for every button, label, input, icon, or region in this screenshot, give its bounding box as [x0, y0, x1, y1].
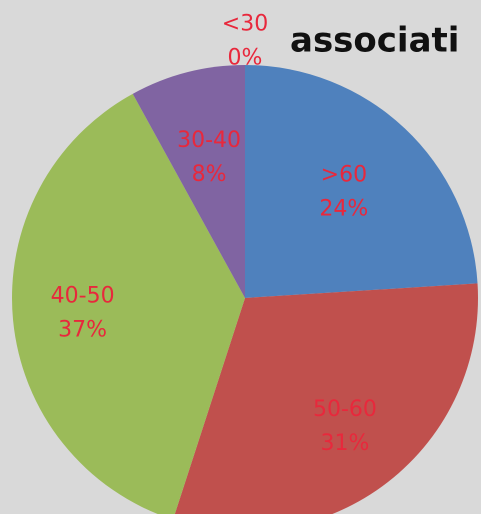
slice-label: >60 [321, 163, 367, 188]
slice-label: 40-50 [51, 283, 115, 308]
slice-value-label: 37% [58, 317, 107, 342]
slice-label: <30 [222, 12, 268, 37]
pie-slice [12, 93, 245, 514]
slice-label: 50-60 [313, 397, 377, 422]
pie-slice [174, 283, 478, 514]
slice-value-label: 24% [319, 197, 368, 222]
chart-title: associati [290, 21, 459, 61]
slice-value-label: 0% [228, 46, 263, 71]
pie-slice [245, 65, 478, 298]
pie-slice [132, 65, 245, 298]
slice-value-label: 8% [192, 162, 227, 187]
slice-label: 30-40 [177, 128, 241, 153]
slice-value-label: 31% [321, 431, 370, 456]
